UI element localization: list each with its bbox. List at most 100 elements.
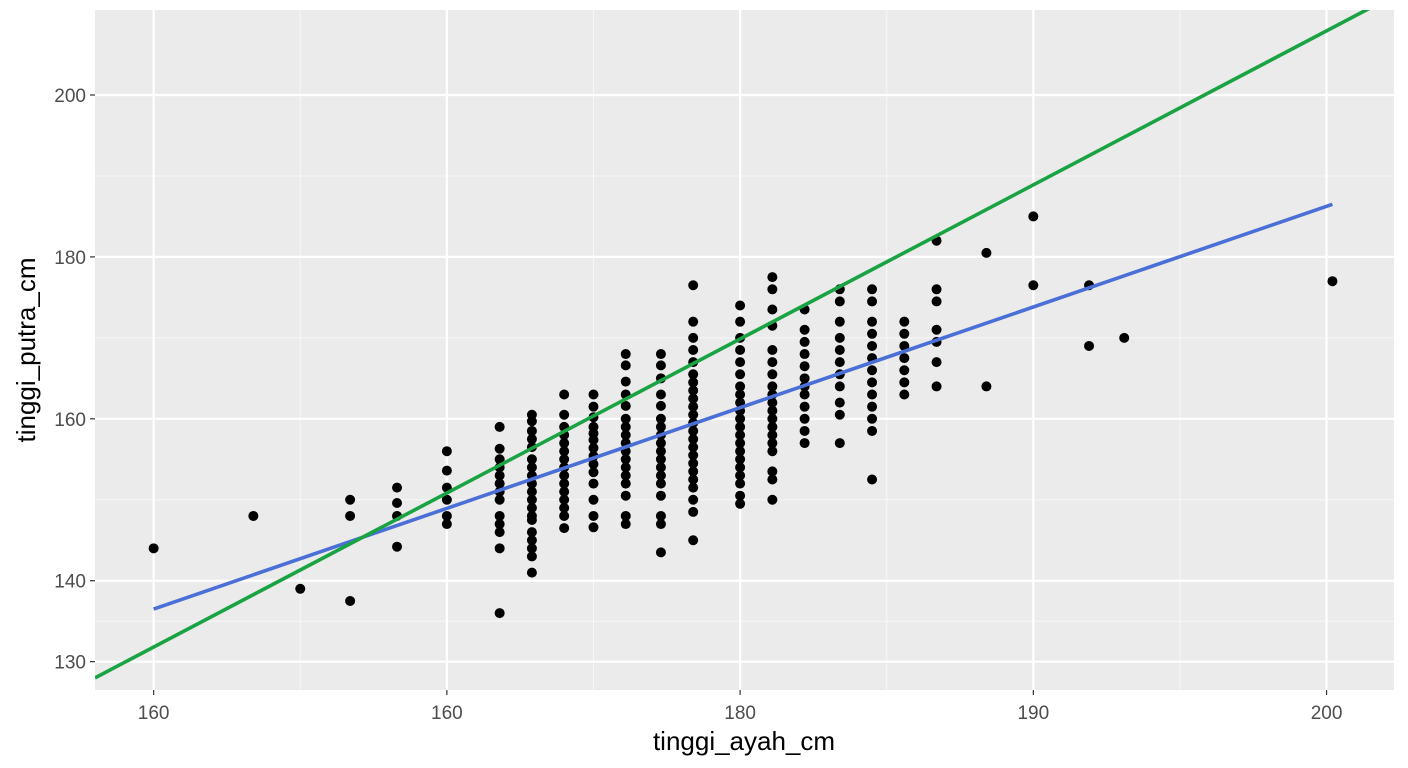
data-point <box>559 454 570 465</box>
data-point <box>735 470 746 481</box>
y-tick-label: 160 <box>54 410 86 431</box>
data-point <box>688 332 699 343</box>
data-point <box>899 389 910 400</box>
data-point <box>867 340 878 351</box>
data-point <box>620 400 631 411</box>
data-point <box>526 486 537 497</box>
data-point <box>735 381 746 392</box>
data-point <box>735 316 746 327</box>
data-point <box>526 535 537 546</box>
data-point <box>526 551 537 562</box>
data-point <box>767 357 778 368</box>
data-point <box>655 413 666 424</box>
data-point <box>441 494 452 505</box>
data-point <box>899 316 910 327</box>
data-point <box>767 284 778 295</box>
data-point <box>441 465 452 476</box>
data-point <box>655 470 666 481</box>
data-point <box>620 454 631 465</box>
y-axis-title: tinggi_putra_cm <box>11 258 41 443</box>
data-point <box>392 482 403 493</box>
data-point <box>588 494 599 505</box>
data-point <box>799 361 810 372</box>
data-point <box>899 365 910 376</box>
data-point <box>899 353 910 364</box>
y-tick-label: 130 <box>54 653 86 674</box>
data-point <box>735 357 746 368</box>
data-point <box>588 478 599 489</box>
data-point <box>867 377 878 388</box>
data-point <box>588 401 599 412</box>
data-point <box>834 397 845 408</box>
data-point <box>494 543 505 554</box>
data-point <box>735 389 746 400</box>
data-point <box>688 434 699 445</box>
data-point <box>559 389 570 400</box>
data-point <box>867 316 878 327</box>
x-tick-label: 200 <box>1311 703 1343 724</box>
data-point <box>494 519 505 530</box>
y-tick-label: 180 <box>54 248 86 269</box>
data-point <box>735 462 746 473</box>
data-point <box>767 494 778 505</box>
data-point <box>441 510 452 521</box>
data-point <box>588 510 599 521</box>
data-point <box>559 494 570 505</box>
data-point <box>767 466 778 477</box>
data-point <box>655 421 666 432</box>
data-point <box>526 416 537 427</box>
data-point <box>559 478 570 489</box>
data-point <box>526 434 537 445</box>
data-point <box>620 490 631 501</box>
data-point <box>931 381 942 392</box>
data-point <box>834 316 845 327</box>
data-point <box>295 583 306 594</box>
data-point <box>834 381 845 392</box>
data-point <box>559 486 570 497</box>
data-point <box>931 324 942 335</box>
data-point <box>494 478 505 489</box>
data-point <box>526 502 537 513</box>
data-point <box>899 340 910 351</box>
data-point <box>588 389 599 400</box>
data-point <box>867 401 878 412</box>
x-tick-label: 160 <box>138 703 170 724</box>
data-point <box>867 296 878 307</box>
data-point <box>620 510 631 521</box>
data-point <box>526 494 537 505</box>
data-point <box>767 304 778 315</box>
data-point <box>834 438 845 449</box>
data-point <box>345 510 356 521</box>
data-point <box>620 376 631 387</box>
data-point <box>526 567 537 578</box>
data-point <box>688 345 699 355</box>
data-point <box>688 377 699 388</box>
data-point <box>1028 211 1039 222</box>
data-point <box>559 409 570 420</box>
data-point <box>799 413 810 424</box>
data-point <box>559 523 570 534</box>
data-point <box>767 272 778 283</box>
data-point <box>655 360 666 371</box>
data-point <box>494 510 505 521</box>
data-point <box>494 527 505 538</box>
data-point <box>441 446 452 457</box>
minor-gridlines <box>95 10 1394 690</box>
data-point <box>867 474 878 485</box>
data-point <box>735 369 746 380</box>
data-point <box>688 401 699 412</box>
data-point <box>588 522 599 533</box>
data-point <box>655 462 666 473</box>
data-point <box>655 389 666 400</box>
data-point <box>688 425 699 436</box>
data-point <box>526 527 537 538</box>
data-point <box>735 454 746 465</box>
data-point <box>494 608 505 619</box>
data-point <box>620 470 631 481</box>
reference-line <box>95 10 1371 680</box>
data-point <box>799 438 810 449</box>
data-point <box>931 284 942 295</box>
x-tick-label: 180 <box>724 703 756 724</box>
data-point <box>767 369 778 380</box>
data-point <box>834 357 845 368</box>
